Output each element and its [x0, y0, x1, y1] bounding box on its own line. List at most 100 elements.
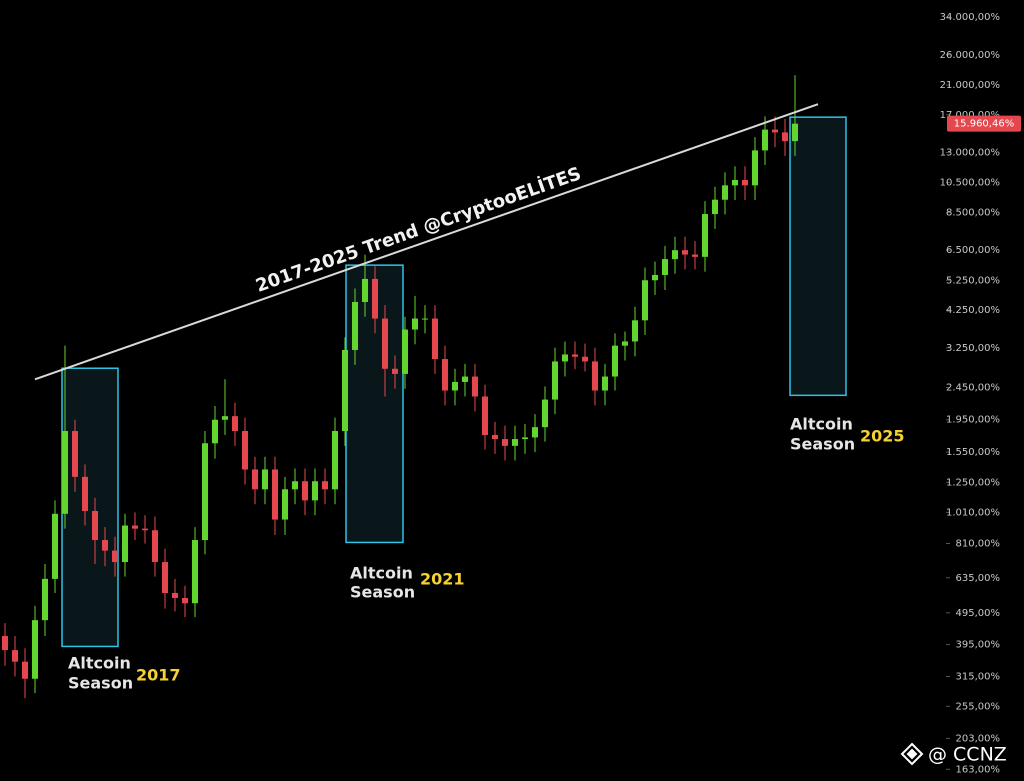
candle-body: [32, 620, 38, 679]
candle-body: [142, 528, 148, 531]
candle-body: [412, 318, 418, 330]
candle-body: [732, 179, 738, 186]
box-label: Altcoin: [790, 415, 853, 434]
candle-body: [2, 635, 8, 651]
candle-body: [742, 179, 748, 186]
candle-body: [562, 354, 568, 362]
candle-body: [262, 469, 268, 490]
y-tick-label: 255,00%: [956, 701, 1001, 712]
candle-body: [712, 199, 718, 215]
candle-body: [202, 443, 208, 541]
y-tick-label: 17.000,00%: [940, 110, 1000, 121]
candle-body: [462, 376, 468, 382]
candle-body: [182, 598, 188, 604]
candle-body: [792, 123, 798, 142]
candle-body: [432, 318, 438, 360]
candle-body: [302, 481, 308, 501]
candle-body: [112, 550, 118, 563]
watermark-icon: [900, 742, 924, 766]
candle-body: [22, 661, 28, 679]
y-tick-label: 1.950,00%: [946, 415, 1000, 426]
candle-body: [312, 481, 318, 501]
candle-body: [382, 318, 388, 369]
candle-body: [652, 274, 658, 281]
candle-body: [752, 150, 758, 186]
candle-body: [642, 280, 648, 321]
box-label: Season: [68, 674, 133, 693]
candle-body: [242, 431, 248, 470]
y-tick-label: 495,00%: [956, 608, 1001, 619]
y-tick-label: 1.010,00%: [946, 507, 1000, 518]
box-year: 2017: [136, 666, 181, 685]
y-tick-label: 21.000,00%: [940, 80, 1000, 91]
y-tick-label: 1.250,00%: [946, 477, 1000, 488]
y-tick-label: 1.550,00%: [946, 447, 1000, 458]
y-tick-label: 6.500,00%: [946, 245, 1000, 256]
candle-body: [482, 396, 488, 435]
candle-body: [472, 376, 478, 397]
y-tick-label: 315,00%: [956, 672, 1001, 683]
candle-body: [222, 416, 228, 420]
box-label: Season: [790, 435, 855, 454]
box-label: Season: [350, 583, 415, 602]
last-price-marker: [947, 115, 1021, 132]
candle-body: [252, 469, 258, 490]
candle-body: [572, 354, 578, 357]
y-tick-label: 26.000,00%: [940, 50, 1000, 61]
y-tick-label: 34.000,00%: [940, 12, 1000, 23]
candle-body: [352, 301, 358, 350]
candle-body: [422, 318, 428, 320]
candle-body: [392, 368, 398, 374]
candle-body: [362, 278, 368, 302]
y-tick-label: 635,00%: [956, 573, 1001, 584]
y-tick-label: 163,00%: [956, 764, 1001, 775]
candle-body: [192, 540, 198, 604]
candle-body: [292, 481, 298, 490]
y-tick-label: 3.250,00%: [946, 343, 1000, 354]
candle-body: [782, 132, 788, 142]
candle-body: [492, 434, 498, 440]
candle-body: [542, 399, 548, 428]
y-tick-label: 810,00%: [956, 538, 1001, 549]
candle-body: [272, 469, 278, 520]
candle-body: [632, 320, 638, 342]
candle-body: [702, 214, 708, 257]
candle-body: [322, 481, 328, 490]
candle-body: [532, 427, 538, 438]
candle-body: [552, 361, 558, 400]
candle-body: [132, 525, 138, 529]
candle-body: [232, 416, 238, 432]
y-tick-label: 395,00%: [956, 640, 1001, 651]
candle-body: [342, 349, 348, 432]
candle-body: [82, 476, 88, 512]
candle-body: [212, 419, 218, 444]
candle-body: [682, 250, 688, 255]
season-box: [789, 116, 847, 397]
candle-body: [672, 250, 678, 260]
y-tick-label: 4.250,00%: [946, 305, 1000, 316]
candle-body: [602, 376, 608, 391]
candle-body: [12, 650, 18, 662]
candle-body: [42, 578, 48, 621]
candle-body: [72, 431, 78, 477]
candle-body: [622, 341, 628, 346]
candle-body: [92, 511, 98, 541]
box-label: Altcoin: [350, 564, 413, 583]
y-tick-label: 8.500,00%: [946, 207, 1000, 218]
y-tick-label: 13.000,00%: [940, 148, 1000, 159]
candle-body: [162, 562, 168, 593]
candle-body: [722, 185, 728, 200]
candle-body: [372, 278, 378, 319]
candle-body: [62, 431, 68, 514]
candle-body: [442, 359, 448, 391]
candle-body: [762, 129, 768, 151]
watermark: @ CCNZ: [928, 744, 1007, 766]
box-year: 2021: [420, 570, 465, 589]
candle-body: [102, 540, 108, 551]
season-box: [61, 367, 119, 648]
candle-body: [592, 361, 598, 391]
candle-body: [332, 431, 338, 490]
last-price-label: 15.960,46%: [954, 119, 1014, 130]
